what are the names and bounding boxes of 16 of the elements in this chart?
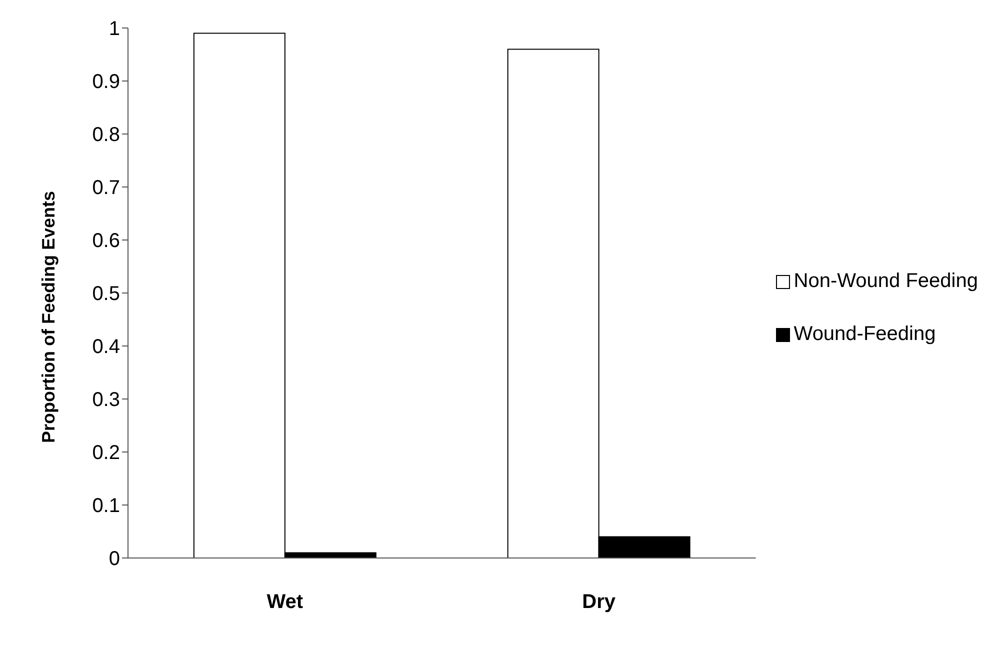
y-tick-label: 0.8	[92, 124, 120, 146]
y-tick-label: 0.4	[92, 336, 120, 358]
y-tick-label: 0.2	[92, 442, 120, 464]
y-tick-label: 0.7	[92, 177, 120, 200]
x-tick-label: Wet	[266, 591, 304, 614]
y-tick-label: 0.6	[92, 230, 120, 252]
y-tick-label: 0	[108, 548, 120, 570]
y-tick-label: 0.1	[92, 495, 120, 518]
y-tick-label: 0.3	[92, 389, 120, 412]
legend-label: Wound-Feeding	[794, 323, 936, 346]
y-axis-title: Proportion of Feeding Events	[38, 190, 58, 443]
y-tick-label: 0.9	[92, 71, 120, 94]
x-tick-label: Dry	[582, 591, 616, 614]
y-tick-label: 1	[108, 18, 120, 40]
y-tick-label: 0.5	[92, 283, 120, 306]
legend-label: Non-Wound Feeding	[794, 270, 978, 293]
